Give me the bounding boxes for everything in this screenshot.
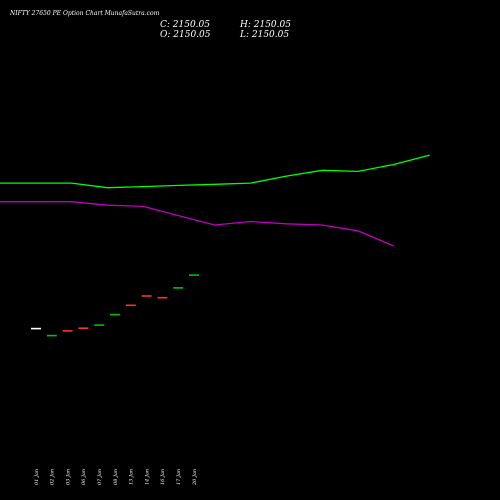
x-tick-label: 03 Jan	[65, 469, 71, 485]
candle-13-jan	[125, 304, 136, 307]
lower-band-line	[0, 201, 395, 247]
high-value: H: 2150.05	[239, 20, 291, 30]
candle-02-jan	[46, 334, 57, 337]
candle-14-jan	[141, 295, 152, 297]
bands-layer	[0, 154, 430, 247]
chart-title: NIFTY 27650 PE Option Chart MunafaSutra.…	[9, 10, 160, 17]
candle-06-jan	[78, 327, 89, 329]
low-value: L: 2150.05	[239, 30, 289, 40]
candles-layer	[31, 274, 199, 337]
x-tick-label: 07 Jan	[97, 469, 103, 485]
x-tick-label: 13 Jan	[129, 469, 135, 485]
x-tick-label: 17 Jan	[176, 469, 182, 485]
candle-17-jan	[173, 287, 184, 289]
candle-01-jan	[31, 327, 41, 330]
x-tick-label: 14 Jan	[144, 469, 150, 485]
x-tick-label: 08 Jan	[113, 469, 119, 485]
candle-20-jan	[189, 274, 199, 276]
x-tick-label: 06 Jan	[81, 469, 87, 485]
x-tick-label: 20 Jan	[192, 469, 198, 486]
close-value: C: 2150.05	[160, 20, 210, 30]
x-tick-label: 01 Jan	[34, 469, 40, 485]
upper-band-line	[0, 154, 430, 189]
x-tick-label: 02 Jan	[50, 469, 56, 485]
x-axis-labels: 01 Jan 02 Jan 03 Jan 06 Jan 07 Jan 08 Jan 13 J…	[34, 469, 198, 486]
candle-07-jan	[94, 324, 105, 326]
candle-08-jan	[110, 313, 120, 316]
open-value: O: 2150.05	[160, 30, 211, 40]
candle-03-jan	[62, 330, 73, 332]
x-tick-label: 16 Jan	[160, 469, 166, 485]
candle-16-jan	[157, 296, 168, 299]
